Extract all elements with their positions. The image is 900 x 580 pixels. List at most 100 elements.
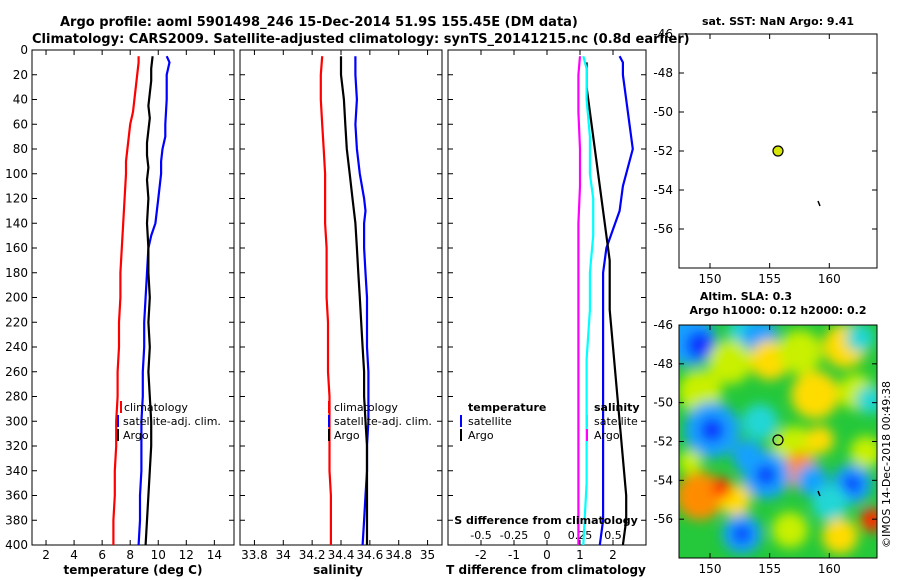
- series-t-satellite: [598, 55, 634, 546]
- legend-climatology: climatology: [124, 401, 188, 414]
- legend-satellite-adj-s: satellite-adj. clim.: [334, 415, 432, 428]
- x-tick-label: 33.8: [241, 548, 268, 562]
- legend-s-satellite: satellite: [594, 415, 638, 428]
- sla-cell: [756, 465, 776, 485]
- map-x-tick-label: 160: [818, 272, 841, 286]
- x-tick-label: 34.2: [299, 548, 326, 562]
- s-tick-label: -0.25: [500, 529, 528, 542]
- x-tick-label: -1: [508, 548, 520, 562]
- y-tick-label: 200: [5, 291, 28, 305]
- y-tick-label: 120: [5, 192, 28, 206]
- y-tick-label: 300: [5, 414, 28, 428]
- legend-argo: Argo: [123, 429, 149, 442]
- map-y-tick-label: -54: [653, 183, 673, 197]
- map-y-tick-label: -46: [653, 318, 673, 332]
- sla-cell: [856, 386, 877, 414]
- float-track-2: [817, 490, 821, 497]
- main-title-line2: Climatology: CARS2009. Satellite-adjuste…: [32, 32, 690, 47]
- series-climatology: [319, 56, 332, 545]
- x-tick-label: -2: [475, 548, 487, 562]
- series-t-argo: [585, 62, 628, 546]
- sla-cell: [860, 508, 877, 532]
- t-difference-xlabel: T difference from climatology: [446, 563, 646, 577]
- difference-legend: temperature satellite Argo salinity sate…: [460, 401, 640, 442]
- sla-cell: [846, 325, 874, 352]
- sla-cell: [700, 418, 724, 442]
- s-tick-label: -0.5: [470, 529, 491, 542]
- x-tick-label: 34.8: [385, 548, 412, 562]
- map-x-tick-label: 155: [758, 272, 781, 286]
- series-s-argo: [577, 56, 582, 545]
- y-tick-label: 80: [13, 142, 28, 156]
- map-x-tick-label: 150: [699, 272, 722, 286]
- legend-climatology-s: climatology: [334, 401, 398, 414]
- map-y-tick-label: -54: [653, 473, 673, 487]
- sla-cell: [806, 426, 834, 454]
- sla-cell: [708, 340, 752, 384]
- map-y-tick-label: -52: [653, 144, 673, 158]
- x-tick-label: 6: [98, 548, 106, 562]
- y-tick-label: 380: [5, 513, 28, 527]
- s-tick-label: 0.5: [604, 529, 622, 542]
- sla-map-title-2: Argo h1000: 0.12 h2000: 0.2: [689, 304, 866, 317]
- sla-cell: [679, 472, 724, 520]
- y-tick-label: 140: [5, 216, 28, 230]
- y-tick-label: 180: [5, 266, 28, 280]
- imos-stamp: ©IMOS 14-Dec-2018 00:49:38: [880, 381, 893, 548]
- sla-cell: [742, 404, 778, 440]
- y-tick-label: 160: [5, 241, 28, 255]
- s-difference-label: S difference from climatology: [454, 514, 638, 527]
- x-tick-label: 2: [609, 548, 617, 562]
- legend-argo-s: Argo: [334, 429, 360, 442]
- difference-panel: -2 -1 0 1 2 -0.5 -0.25 0 0.25 0.5 temperature sat…: [446, 49, 647, 577]
- salinity-xlabel: salinity: [313, 563, 363, 577]
- temperature-legend: climatology satellite-adj. clim. Argo: [117, 401, 221, 442]
- y-tick-label: 60: [13, 117, 28, 131]
- sla-map-title-1: Altim. SLA: 0.3: [700, 290, 792, 303]
- y-tick-label: 320: [5, 439, 28, 453]
- x-tick-label: 12: [179, 548, 194, 562]
- legend-salinity-title: salinity: [594, 401, 640, 414]
- map-x-tick-label: 160: [818, 562, 841, 576]
- sla-cell: [733, 525, 751, 543]
- map-y-tick-label: -48: [653, 66, 673, 80]
- map-x-tick-label: 150: [699, 562, 722, 576]
- sst-map-panel: sat. SST: NaN Argo: 9.41 -46 -48 -50 -52 -54…: [653, 15, 878, 286]
- series-argo: [339, 56, 369, 545]
- x-tick-label: 34.6: [356, 548, 383, 562]
- x-tick-label: 0: [543, 548, 551, 562]
- temperature-xlabel: temperature (deg C): [64, 563, 203, 577]
- argo-position-marker: [772, 145, 784, 157]
- series-climatology: [112, 56, 140, 545]
- x-tick-label: 34.4: [328, 548, 355, 562]
- sla-cell: [843, 475, 861, 493]
- x-tick-label: 35: [420, 548, 435, 562]
- y-tick-label: 280: [5, 390, 28, 404]
- temperature-panel: 0 20 40 60 80 100 120 140 160 180 200 220 240 260 280 3…: [5, 43, 235, 577]
- float-track: [817, 200, 821, 207]
- sla-cell: [796, 464, 828, 496]
- x-tick-label: 10: [151, 548, 166, 562]
- map-y-tick-label: -50: [653, 396, 673, 410]
- y-tick-label: 100: [5, 167, 28, 181]
- y-tick-label: 340: [5, 464, 28, 478]
- x-tick-label: 1: [576, 548, 584, 562]
- argo-position-ring: [772, 434, 784, 446]
- sla-cell: [778, 330, 822, 374]
- sla-cell: [812, 485, 848, 521]
- map-y-tick-label: -50: [653, 105, 673, 119]
- sla-cell: [679, 450, 702, 474]
- y-tick-label: 240: [5, 340, 28, 354]
- salinity-panel: 33.8 34 34.2 34.4 34.6 34.8 35 climatology sat…: [239, 49, 443, 577]
- sla-heatmap: [679, 325, 877, 558]
- legend-s-argo: Argo: [594, 429, 620, 442]
- legend-t-satellite: satellite: [468, 415, 512, 428]
- x-tick-label: 34: [276, 548, 291, 562]
- legend-satellite-adj: satellite-adj. clim.: [123, 415, 221, 428]
- y-tick-label: 20: [13, 68, 28, 82]
- series-satellite-adj-clim-: [137, 55, 171, 546]
- x-tick-label: 14: [207, 548, 222, 562]
- map-y-tick-label: -46: [653, 27, 673, 41]
- y-tick-label: 260: [5, 365, 28, 379]
